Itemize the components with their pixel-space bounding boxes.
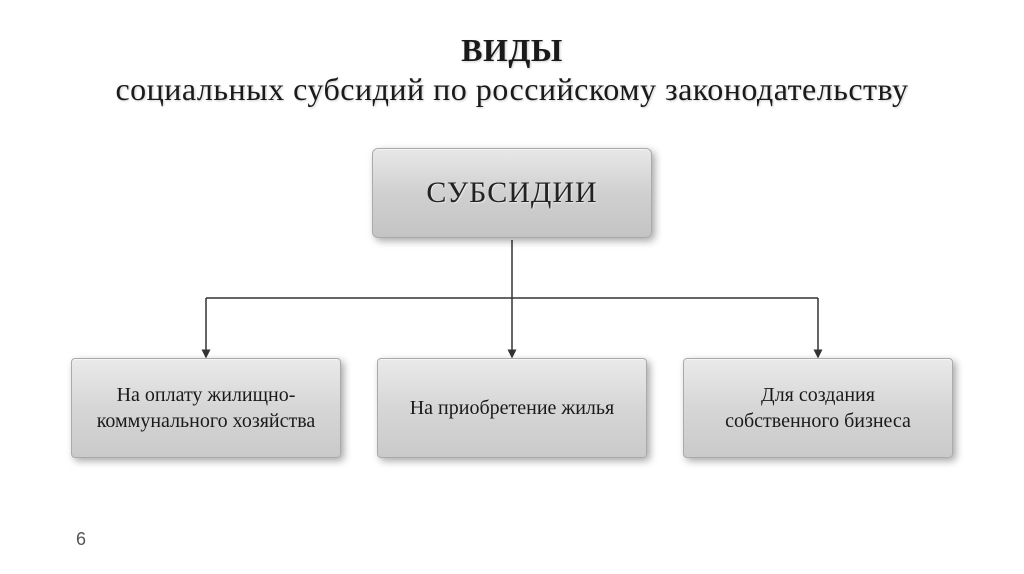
child-label: Для создания собственного бизнеса	[702, 382, 934, 434]
child-node-housing: На приобретение жилья	[377, 358, 647, 458]
child-label: На приобретение жилья	[410, 395, 615, 421]
child-row: На оплату жилищно-коммунального хозяйств…	[0, 358, 1024, 458]
page-number: 6	[76, 529, 86, 550]
child-label: На оплату жилищно-коммунального хозяйств…	[90, 382, 322, 434]
title-block: ВИДЫ социальных субсидий по российскому …	[0, 0, 1024, 128]
child-node-business: Для создания собственного бизнеса	[683, 358, 953, 458]
root-node: СУБСИДИИ	[372, 148, 652, 238]
root-label: СУБСИДИИ	[426, 176, 597, 210]
title-line2: социальных субсидий по российскому закон…	[0, 71, 1024, 108]
title-line1: ВИДЫ	[0, 32, 1024, 69]
child-node-utilities: На оплату жилищно-коммунального хозяйств…	[71, 358, 341, 458]
hierarchy-diagram: СУБСИДИИ На оплату жилищно-коммунального…	[0, 128, 1024, 488]
